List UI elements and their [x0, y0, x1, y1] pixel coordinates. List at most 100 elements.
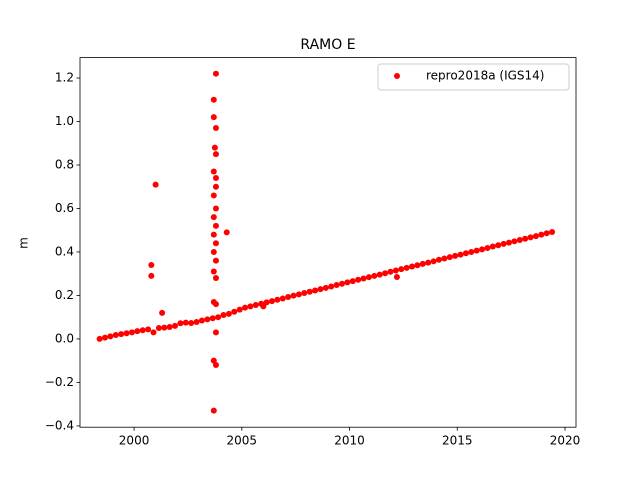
point [398, 266, 405, 273]
point [549, 228, 556, 235]
point [500, 240, 507, 247]
chart-title: RAMO E [300, 37, 355, 53]
point [209, 315, 216, 322]
point [441, 255, 448, 262]
point [210, 114, 217, 121]
point [344, 279, 351, 286]
point [212, 125, 219, 132]
point [543, 230, 550, 237]
point [188, 320, 195, 327]
point [473, 247, 480, 254]
point [148, 262, 155, 269]
x-tick-label: 2020 [550, 434, 581, 448]
point [322, 284, 329, 291]
x-tick-label: 2010 [334, 434, 365, 448]
x-tick-label: 2015 [442, 434, 473, 448]
point [118, 331, 125, 338]
point [242, 304, 249, 311]
point [468, 248, 475, 255]
point [516, 237, 523, 244]
plot-frame [79, 57, 577, 428]
point [210, 268, 217, 275]
point [210, 231, 217, 238]
y-tick-label: 0.8 [55, 158, 74, 172]
y-tick-label: −0.2 [45, 375, 74, 389]
point [223, 229, 230, 236]
point [212, 70, 219, 77]
point [198, 317, 205, 324]
point [511, 238, 518, 245]
point [150, 329, 157, 336]
y-tick-label: 0.4 [55, 244, 74, 258]
point [479, 246, 486, 253]
point [285, 293, 292, 300]
point [212, 257, 219, 264]
point [260, 303, 267, 310]
point [419, 260, 426, 267]
point [212, 183, 219, 190]
point [212, 301, 219, 308]
point [212, 222, 219, 229]
point [414, 262, 421, 269]
point [210, 96, 217, 103]
point [212, 329, 219, 336]
point [339, 280, 346, 287]
point [371, 272, 378, 279]
point [279, 295, 286, 302]
x-tick-label: 2000 [119, 434, 150, 448]
point [360, 275, 367, 282]
y-tick-label: 0.0 [55, 331, 74, 345]
point [365, 274, 372, 281]
point [446, 254, 453, 261]
point [484, 245, 491, 252]
point [333, 282, 340, 289]
point [210, 248, 217, 255]
point [290, 292, 297, 299]
point [505, 239, 512, 246]
point [409, 263, 416, 270]
point [161, 324, 168, 331]
y-axis-label: m [17, 237, 31, 249]
point [212, 151, 219, 158]
point [152, 181, 159, 188]
point [220, 312, 227, 319]
point [139, 327, 146, 334]
point [435, 256, 442, 263]
point [177, 320, 184, 327]
point [425, 259, 432, 266]
point [403, 264, 410, 271]
point [317, 286, 324, 293]
point [225, 310, 232, 317]
point [212, 362, 219, 369]
point [295, 291, 302, 298]
point [210, 214, 217, 221]
point [204, 316, 211, 323]
legend-box [377, 63, 570, 91]
point [349, 278, 356, 285]
point [312, 287, 319, 294]
point [376, 271, 383, 278]
point [107, 333, 114, 340]
point [212, 205, 219, 212]
point [145, 326, 152, 333]
point [538, 231, 545, 238]
y-tick-label: 0.6 [55, 201, 74, 215]
point [393, 273, 400, 280]
point [252, 302, 259, 309]
point [212, 240, 219, 247]
point [430, 258, 437, 265]
point [123, 330, 130, 337]
point [134, 328, 141, 335]
point [231, 308, 238, 315]
point [166, 323, 173, 330]
point [522, 235, 529, 242]
point [212, 175, 219, 182]
point [268, 298, 275, 305]
point [452, 252, 459, 259]
legend-label: repro2018a (IGS14) [426, 69, 544, 83]
point [148, 272, 155, 279]
point [155, 325, 162, 332]
point [210, 407, 217, 414]
point [182, 319, 189, 326]
